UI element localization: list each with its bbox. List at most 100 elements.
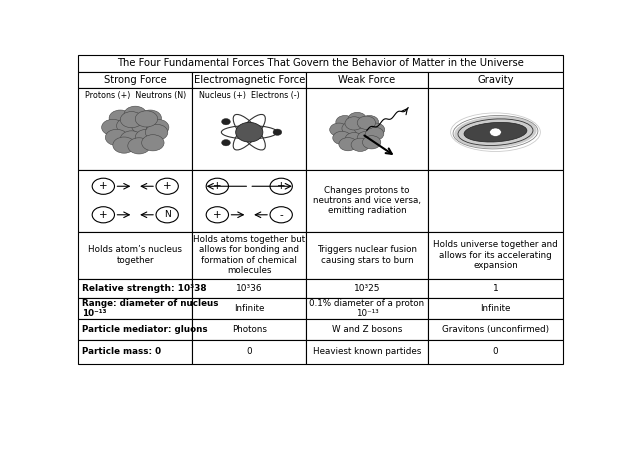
Bar: [428, 88, 563, 170]
Circle shape: [135, 111, 158, 127]
Bar: [192, 298, 306, 319]
Text: Particle mass: 0: Particle mass: 0: [81, 347, 161, 356]
Text: Particle mediator: gluons: Particle mediator: gluons: [81, 325, 207, 334]
Bar: [192, 340, 306, 364]
Circle shape: [120, 111, 143, 128]
Text: Relative strength: 10³38: Relative strength: 10³38: [81, 284, 207, 293]
Bar: [428, 298, 563, 319]
Text: 0.1% diameter of a proton
10⁻¹³: 0.1% diameter of a proton 10⁻¹³: [309, 299, 424, 318]
Bar: [306, 298, 428, 319]
Circle shape: [145, 124, 168, 141]
Text: Range: diameter of nucleus
10⁻¹³: Range: diameter of nucleus 10⁻¹³: [81, 299, 218, 318]
Circle shape: [109, 110, 131, 126]
Bar: [78, 279, 192, 298]
Text: Triggers nuclear fusion
causing stars to burn: Triggers nuclear fusion causing stars to…: [317, 246, 417, 265]
Bar: [78, 319, 192, 340]
Circle shape: [270, 178, 292, 194]
Text: Protons (+)  Neutrons (N): Protons (+) Neutrons (N): [85, 91, 186, 100]
Ellipse shape: [464, 122, 527, 142]
Text: Heaviest known partides: Heaviest known partides: [313, 347, 421, 356]
Text: 10³36: 10³36: [236, 284, 262, 293]
Text: -: -: [279, 210, 283, 220]
Bar: [306, 340, 428, 364]
Bar: [78, 55, 563, 72]
Text: The Four Fundamental Forces That Govern the Behavior of Matter in the Universe: The Four Fundamental Forces That Govern …: [118, 58, 524, 68]
Text: Changes protons to
neutrons and vice versa,
emitting radiation: Changes protons to neutrons and vice ver…: [313, 186, 421, 215]
Text: +: +: [99, 181, 108, 191]
Text: Holds atoms together but
allows for bonding and
formation of chemical
molecules: Holds atoms together but allows for bond…: [193, 235, 305, 275]
Circle shape: [339, 137, 357, 151]
Text: Gravity: Gravity: [477, 75, 514, 85]
Circle shape: [222, 119, 230, 125]
Bar: [78, 340, 192, 364]
Text: 1: 1: [493, 284, 498, 293]
Circle shape: [354, 122, 372, 135]
Circle shape: [235, 122, 263, 142]
Bar: [78, 298, 192, 319]
Circle shape: [345, 117, 363, 130]
Bar: [78, 170, 192, 232]
Text: Nucleus (+)  Electrons (-): Nucleus (+) Electrons (-): [199, 91, 300, 100]
Circle shape: [333, 131, 351, 145]
Text: +: +: [277, 181, 285, 191]
Text: Holds atom’s nucleus
together: Holds atom’s nucleus together: [88, 246, 182, 265]
Circle shape: [156, 207, 178, 223]
Circle shape: [139, 110, 162, 126]
Text: Electromagnetic Force: Electromagnetic Force: [193, 75, 305, 85]
Circle shape: [270, 207, 292, 223]
Circle shape: [92, 178, 115, 194]
Bar: [192, 319, 306, 340]
Text: +: +: [99, 210, 108, 220]
Circle shape: [101, 119, 124, 136]
Text: Photons: Photons: [232, 325, 267, 334]
Text: +: +: [213, 210, 222, 220]
Bar: [306, 170, 428, 232]
Circle shape: [131, 118, 154, 134]
Text: Gravitons (unconfirmed): Gravitons (unconfirmed): [442, 325, 549, 334]
Text: Weak Force: Weak Force: [338, 75, 396, 85]
Circle shape: [336, 116, 354, 129]
Text: N: N: [164, 210, 170, 219]
Circle shape: [124, 106, 146, 122]
Circle shape: [362, 136, 381, 149]
Bar: [192, 170, 306, 232]
Bar: [78, 72, 192, 88]
Circle shape: [116, 118, 139, 134]
Circle shape: [222, 140, 230, 146]
Circle shape: [345, 132, 363, 146]
Circle shape: [135, 129, 158, 146]
Circle shape: [357, 131, 376, 145]
Text: Holds universe together and
allows for its accelerating
expansion: Holds universe together and allows for i…: [433, 240, 558, 270]
Circle shape: [366, 127, 384, 141]
Circle shape: [342, 122, 361, 135]
Text: Infinite: Infinite: [234, 304, 264, 313]
Bar: [428, 340, 563, 364]
Text: Strong Force: Strong Force: [104, 75, 167, 85]
Circle shape: [146, 119, 169, 136]
Bar: [306, 279, 428, 298]
Circle shape: [366, 123, 385, 136]
Bar: [78, 88, 192, 170]
Circle shape: [348, 112, 366, 126]
Text: W and Z bosons: W and Z bosons: [332, 325, 402, 334]
Bar: [428, 170, 563, 232]
Circle shape: [141, 135, 164, 151]
Text: +: +: [163, 181, 172, 191]
Text: 0: 0: [247, 347, 252, 356]
Circle shape: [206, 207, 228, 223]
Bar: [306, 88, 428, 170]
Circle shape: [156, 178, 178, 194]
Circle shape: [357, 116, 376, 129]
Bar: [428, 279, 563, 298]
Circle shape: [273, 129, 282, 135]
Bar: [428, 232, 563, 279]
Bar: [78, 232, 192, 279]
Bar: [192, 88, 306, 170]
Bar: [192, 279, 306, 298]
Bar: [306, 72, 428, 88]
Circle shape: [113, 137, 135, 153]
Text: 10³25: 10³25: [354, 284, 380, 293]
Circle shape: [206, 178, 228, 194]
Circle shape: [490, 128, 501, 136]
Bar: [192, 72, 306, 88]
